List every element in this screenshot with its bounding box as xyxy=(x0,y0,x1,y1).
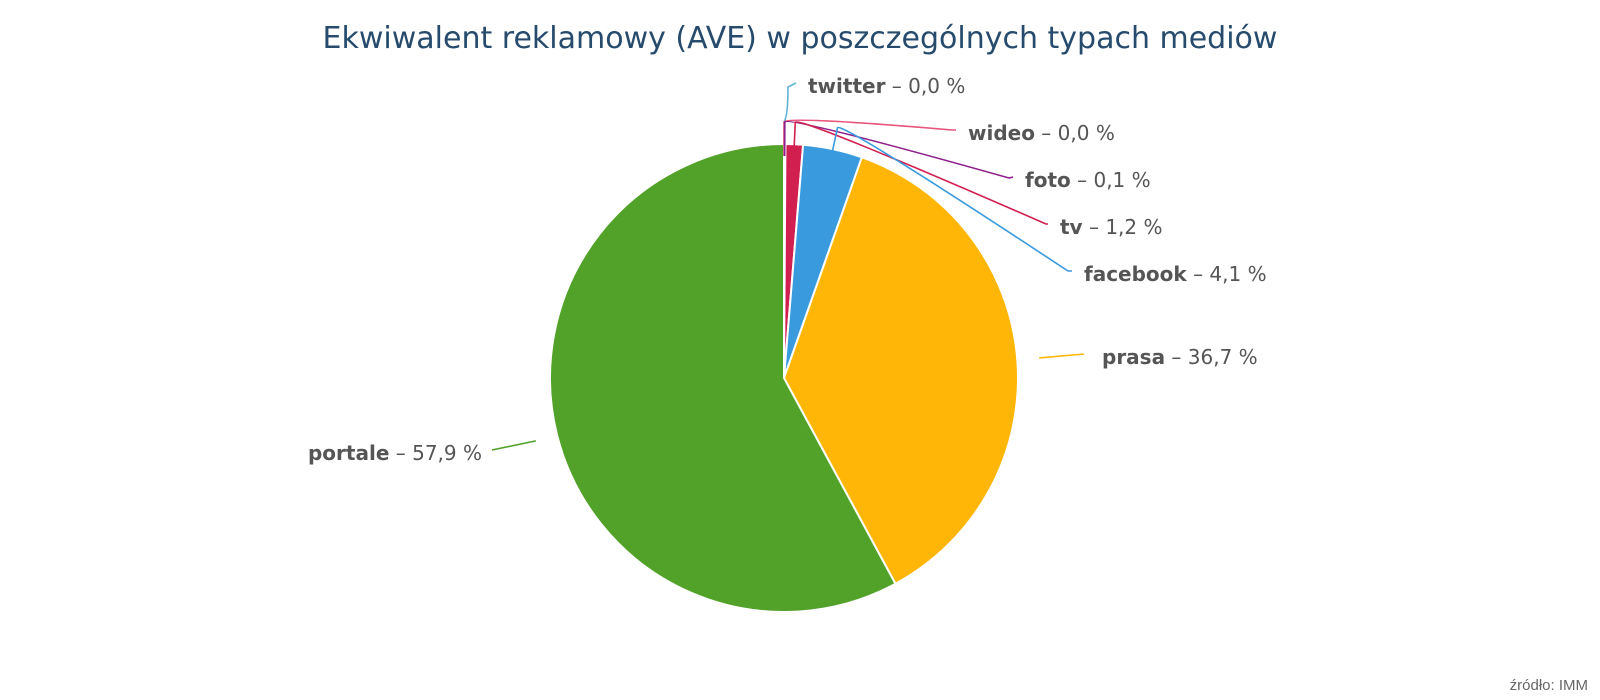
data-label-name-foto: foto xyxy=(1025,168,1071,192)
data-label-name-twitter: twitter xyxy=(808,74,886,98)
data-label-value-foto: – 0,1 % xyxy=(1071,168,1151,192)
connector-prasa xyxy=(1039,353,1085,359)
connector-facebook xyxy=(829,126,1072,272)
data-label-name-tv: tv xyxy=(1060,215,1083,239)
label-connectors xyxy=(491,82,1085,451)
data-label-value-prasa: – 36,7 % xyxy=(1165,345,1258,369)
data-label-name-portale: portale xyxy=(308,441,389,465)
data-label-value-wideo: – 0,0 % xyxy=(1035,121,1115,145)
source-credit: źródło: IMM xyxy=(1510,677,1588,694)
data-label-value-portale: – 57,9 % xyxy=(389,441,482,465)
data-label-value-twitter: – 0,0 % xyxy=(885,74,965,98)
data-label-prasa: prasa – 36,7 % xyxy=(1102,345,1258,369)
data-label-tv: tv – 1,2 % xyxy=(1060,215,1163,239)
data-label-name-wideo: wideo xyxy=(968,121,1035,145)
data-label-value-facebook: – 4,1 % xyxy=(1187,262,1267,286)
connector-foto xyxy=(783,120,1014,179)
data-label-foto: foto – 0,1 % xyxy=(1025,168,1151,192)
data-label-facebook: facebook – 4,1 % xyxy=(1084,262,1267,286)
connector-portale xyxy=(491,440,537,451)
pie-slice-prasa[interactable] xyxy=(783,156,1019,585)
data-label-portale: portale – 57,9 % xyxy=(308,441,482,465)
slice-labels: twitter – 0,0 %wideo – 0,0 % foto – 0,1 %… xyxy=(308,74,1267,465)
data-label-value-tv: – 1,2 % xyxy=(1083,215,1163,239)
data-label-twitter: twitter – 0,0 % xyxy=(808,74,965,98)
data-label-wideo: wideo – 0,0 % xyxy=(968,121,1115,145)
pie-slices xyxy=(549,143,1019,613)
data-label-name-facebook: facebook xyxy=(1084,262,1187,286)
data-label-name-prasa: prasa xyxy=(1102,345,1165,369)
connector-tv xyxy=(792,121,1048,225)
pie-slice-portale[interactable] xyxy=(549,143,897,613)
chart-title: Ekwiwalent reklamowy (AVE) w poszczególn… xyxy=(323,21,1278,56)
